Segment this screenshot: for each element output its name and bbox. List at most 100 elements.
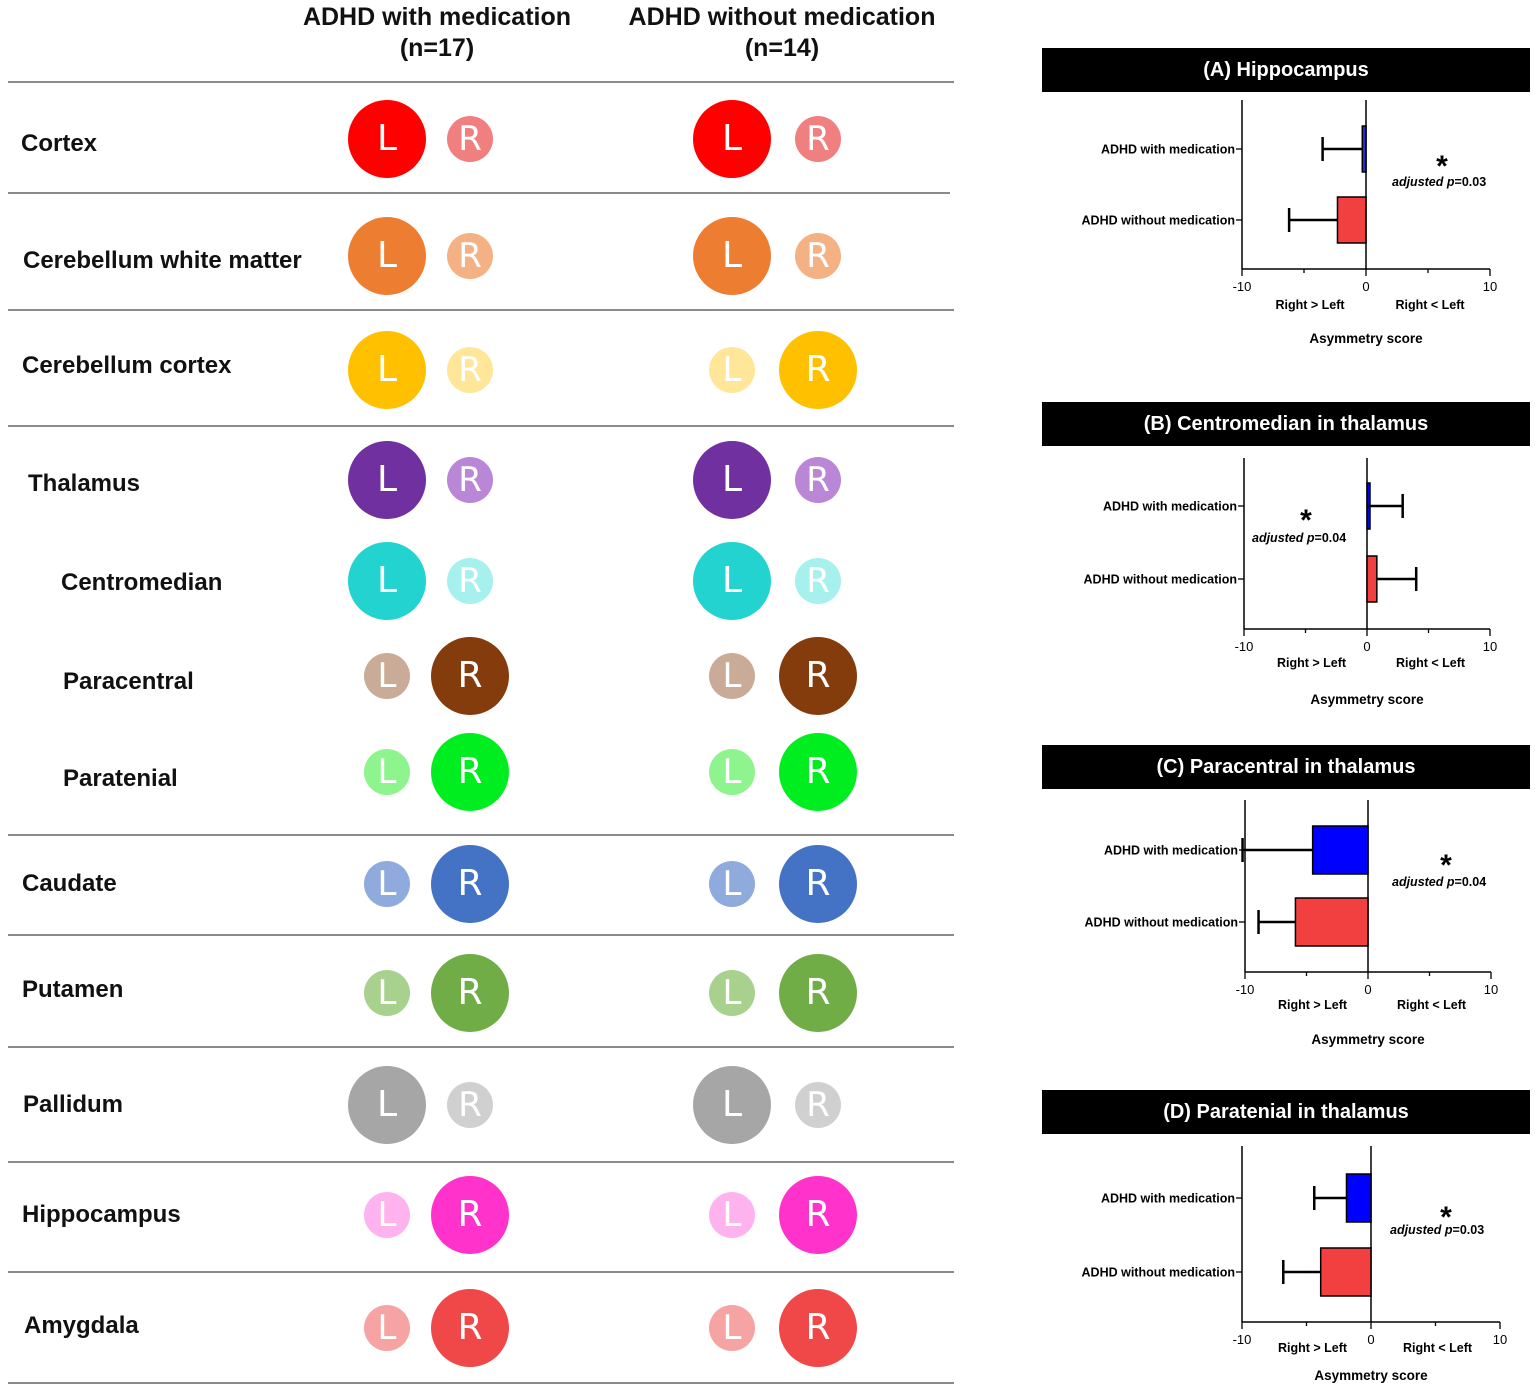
table-divider <box>8 1161 954 1163</box>
hemisphere-letter: L <box>721 118 743 159</box>
bar <box>1311 825 1369 875</box>
asymmetry-bar-chart: -10 0 10 Right > Left Right < Left Asymmetry … <box>1085 800 1498 1047</box>
hemisphere-letter: R <box>806 460 830 500</box>
x-tick-label: 10 <box>1483 639 1497 654</box>
hemisphere-letter: R <box>458 236 482 276</box>
adjusted-p-value: adjusted p=0.03 <box>1390 1223 1484 1237</box>
category-label: ADHD with medication <box>1103 500 1237 514</box>
region-label: Pallidum <box>23 1091 124 1118</box>
hemisphere-letter: L <box>376 235 398 276</box>
region-label: Amygdala <box>24 1312 139 1339</box>
p-prefix: adjusted <box>1252 531 1307 545</box>
hemisphere-letter: L <box>376 560 398 601</box>
hemisphere-letter: L <box>722 350 742 390</box>
hemisphere-letter: R <box>805 655 831 696</box>
table-divider <box>8 934 954 936</box>
panel-title: (D) Paratenial in thalamus <box>1042 1090 1530 1134</box>
significance-star: * <box>1440 849 1452 882</box>
bar <box>1319 1247 1372 1297</box>
right-hemisphere-circle: R <box>447 347 493 393</box>
p-symbol: p <box>1306 531 1315 545</box>
right-hemisphere-circle: R <box>779 637 857 715</box>
x-tick-label: -10 <box>1235 639 1254 654</box>
table-divider <box>8 192 950 194</box>
direction-label: Right > Left <box>1275 298 1345 312</box>
table-divider <box>8 81 954 83</box>
right-hemisphere-circle: R <box>795 558 841 604</box>
category-label: ADHD with medication <box>1104 844 1238 858</box>
p-prefix: adjusted <box>1392 175 1447 189</box>
asymmetry-bar-chart: -10 0 10 Right > Left Right < Left Asymmetry … <box>1084 458 1497 707</box>
right-hemisphere-circle: R <box>795 116 841 162</box>
p-value: =0.03 <box>1455 175 1487 189</box>
hemisphere-letter: R <box>458 1085 482 1125</box>
hemisphere-letter: R <box>457 1307 483 1348</box>
column-n: (n=14) <box>744 34 820 62</box>
significance-star: * <box>1436 150 1448 183</box>
x-tick-label: -10 <box>1233 1332 1252 1347</box>
x-tick-label: 10 <box>1493 1332 1507 1347</box>
category-label: ADHD without medication <box>1082 214 1235 228</box>
left-hemisphere-circle: L <box>709 1192 755 1238</box>
x-tick-label: 10 <box>1483 279 1497 294</box>
category-label: ADHD without medication <box>1085 916 1238 930</box>
panel-title: (C) Paracentral in thalamus <box>1042 745 1530 789</box>
left-hemisphere-circle: L <box>693 217 771 295</box>
hemisphere-letter: R <box>805 863 831 904</box>
hemisphere-letter: R <box>458 460 482 500</box>
p-prefix: adjusted <box>1390 1223 1445 1237</box>
left-hemisphere-circle: L <box>693 1066 771 1144</box>
right-hemisphere-circle: R <box>431 845 509 923</box>
column-title: ADHD without medication <box>628 3 936 31</box>
right-hemisphere-circle: R <box>779 954 857 1032</box>
left-hemisphere-circle: L <box>348 100 426 178</box>
x-axis-label: Asymmetry score <box>1310 692 1424 707</box>
hemisphere-letter: L <box>722 1195 742 1235</box>
left-hemisphere-circle: L <box>364 749 410 795</box>
panel-title: (A) Hippocampus <box>1042 48 1530 92</box>
left-hemisphere-circle: L <box>348 1066 426 1144</box>
x-axis-label: Asymmetry score <box>1309 331 1423 346</box>
direction-label: Right > Left <box>1278 998 1348 1012</box>
region-label: Paratenial <box>63 765 178 792</box>
left-hemisphere-circle: L <box>364 861 410 907</box>
hemisphere-letter: L <box>377 1195 397 1235</box>
hemisphere-letter: R <box>457 655 483 696</box>
category-label: ADHD with medication <box>1101 1192 1235 1206</box>
hemisphere-letter: R <box>458 119 482 159</box>
region-label: Putamen <box>22 976 124 1003</box>
hemisphere-letter: L <box>722 752 742 792</box>
hemisphere-letter: L <box>722 656 742 696</box>
category-label: ADHD with medication <box>1101 143 1235 157</box>
left-hemisphere-circle: L <box>693 542 771 620</box>
panel-title: (B) Centromedian in thalamus <box>1042 402 1530 446</box>
asymmetry-bar-chart: -10 0 10 Right > Left Right < Left Asymmetry … <box>1082 1146 1507 1383</box>
left-hemisphere-circle: L <box>709 1305 755 1351</box>
hemisphere-letter: R <box>806 561 830 601</box>
hemisphere-letter: L <box>376 349 398 390</box>
right-hemisphere-circle: R <box>779 845 857 923</box>
p-value: =0.04 <box>1455 875 1487 889</box>
direction-label: Right < Left <box>1403 1341 1473 1355</box>
x-tick-label: 0 <box>1363 639 1370 654</box>
bar <box>1336 196 1367 244</box>
direction-label: Right < Left <box>1396 656 1466 670</box>
hemisphere-letter: R <box>805 1307 831 1348</box>
hemisphere-letter: R <box>458 561 482 601</box>
hemisphere-letter: L <box>376 118 398 159</box>
region-label: Cerebellum cortex <box>22 352 232 379</box>
bar <box>1366 555 1378 603</box>
region-label: Caudate <box>22 870 117 897</box>
column-title: ADHD with medication <box>302 3 572 31</box>
right-hemisphere-circle: R <box>447 116 493 162</box>
direction-label: Right < Left <box>1395 298 1465 312</box>
table-divider <box>8 834 954 836</box>
region-label: Centromedian <box>61 569 223 596</box>
hemisphere-letter: R <box>457 863 483 904</box>
left-hemisphere-circle: L <box>693 441 771 519</box>
hemisphere-letter: L <box>377 864 397 904</box>
p-symbol: p <box>1446 175 1455 189</box>
x-axis-label: Asymmetry score <box>1311 1032 1425 1047</box>
hemisphere-letter: L <box>722 864 742 904</box>
x-tick-label: 0 <box>1367 1332 1374 1347</box>
